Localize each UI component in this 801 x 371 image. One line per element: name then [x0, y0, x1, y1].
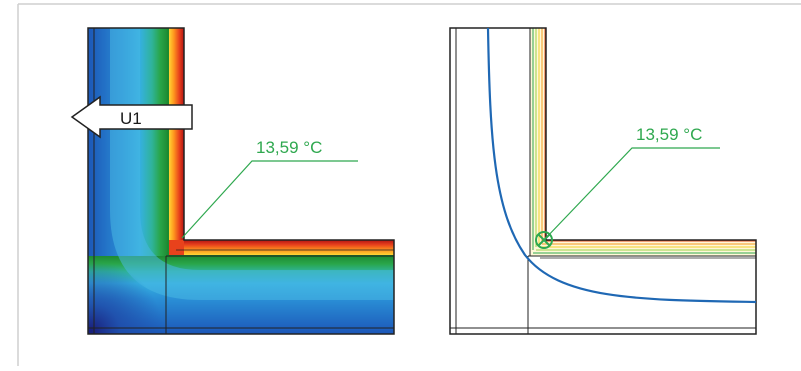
- right-outline: [449, 27, 757, 335]
- left-callout-temperature: 13,59 °C: [256, 138, 322, 157]
- right-isotherm-curve: [486, 27, 757, 304]
- u1-arrow: [70, 95, 193, 139]
- right-callout-leader: [543, 147, 720, 241]
- left-callout-leader: [181, 160, 358, 239]
- right-insulation-isotherms: [530, 28, 756, 256]
- right-callout-temperature: 13,59 °C: [636, 125, 702, 144]
- left-insulation-vertical: [168, 28, 184, 250]
- left-insulation-horizontal: [168, 240, 394, 256]
- u1-arrow-label: U1: [120, 109, 142, 128]
- left-thermal-panel: U1 13,59 °C: [70, 27, 395, 335]
- left-insulation-corner: [168, 240, 184, 256]
- left-outline: [87, 27, 395, 335]
- right-isotherm-panel: 13,59 °C: [449, 27, 757, 335]
- measurement-point-icon: [535, 231, 553, 249]
